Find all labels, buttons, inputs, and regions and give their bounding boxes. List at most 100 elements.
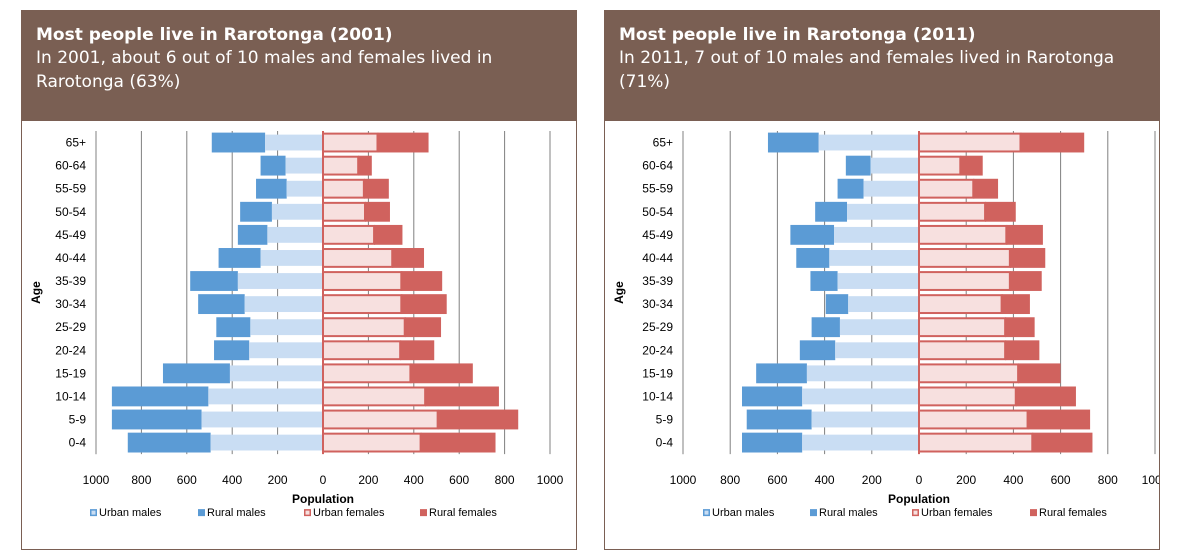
x-tick-label: 600 xyxy=(1051,473,1071,487)
x-tick-label: 400 xyxy=(404,473,424,487)
bar-urban-males xyxy=(260,250,323,266)
bar-urban-females xyxy=(920,180,973,197)
population-pyramid-2011: 0-4 5-9 10-14 15-19 20-24 25-29 30-34 35-39 40-4… xyxy=(612,131,1159,519)
y-axis-title: Age xyxy=(612,281,626,304)
y-tick-label: 0-4 xyxy=(69,436,87,450)
legend-item: Rural males xyxy=(810,507,878,519)
bar-rural-males xyxy=(111,409,202,430)
bar-rural-males xyxy=(796,248,830,268)
y-tick-label: 35-39 xyxy=(642,274,673,288)
bar-urban-females xyxy=(920,296,1001,313)
legend-swatch xyxy=(1030,509,1037,517)
bar-rural-males xyxy=(237,224,268,245)
bar-rural-males xyxy=(127,432,211,453)
x-tick-label: 1000 xyxy=(1142,473,1159,487)
y-tick-label: 50-54 xyxy=(55,205,86,219)
bar-rural-males xyxy=(845,155,871,176)
bar-urban-females xyxy=(324,365,410,382)
bar-urban-males xyxy=(244,296,323,313)
bar-rural-females xyxy=(1006,224,1043,245)
bar-urban-males xyxy=(237,273,323,289)
bar-urban-males xyxy=(848,296,919,313)
bar-urban-females xyxy=(920,157,960,174)
x-tick-label: 200 xyxy=(358,473,378,487)
legend-swatch-inner xyxy=(704,510,709,515)
bar-urban-males xyxy=(829,250,919,266)
bar-rural-males xyxy=(256,178,287,199)
x-tick-label: 400 xyxy=(1003,473,1023,487)
x-tick-label: 800 xyxy=(495,473,515,487)
bar-urban-females xyxy=(920,273,1009,289)
bar-urban-males xyxy=(863,180,919,197)
legend-item: Urban males xyxy=(90,507,162,519)
bar-rural-females xyxy=(358,155,372,176)
x-axis-title: Population xyxy=(292,492,354,506)
bar-rural-females xyxy=(392,248,425,268)
bar-rural-males xyxy=(756,363,807,384)
x-tick-label: 1000 xyxy=(83,473,110,487)
legend-swatch-inner xyxy=(305,510,310,515)
y-tick-label: 10-14 xyxy=(642,389,673,403)
bar-rural-males xyxy=(767,132,819,153)
legend-item: Urban males xyxy=(703,507,775,519)
bar-rural-females xyxy=(1032,432,1093,453)
bar-urban-males xyxy=(806,365,919,382)
bar-urban-males xyxy=(201,411,323,428)
legend-label: Rural females xyxy=(1039,507,1107,519)
bar-rural-males xyxy=(790,224,835,245)
bar-rural-males xyxy=(810,271,838,291)
y-tick-label: 40-44 xyxy=(55,251,86,265)
bar-urban-females xyxy=(324,388,425,405)
y-tick-label: 65+ xyxy=(66,136,86,150)
bar-urban-females xyxy=(324,134,377,151)
bar-urban-females xyxy=(920,411,1027,428)
bar-urban-males xyxy=(271,203,323,220)
bar-urban-females xyxy=(324,411,437,428)
x-tick-label: 600 xyxy=(177,473,197,487)
x-tick-label: 200 xyxy=(862,473,882,487)
y-tick-label: 55-59 xyxy=(55,182,86,196)
bar-rural-females xyxy=(1009,271,1042,291)
bar-urban-females xyxy=(324,180,363,197)
bar-urban-males xyxy=(811,411,919,428)
bar-urban-males xyxy=(208,388,323,405)
bar-rural-females xyxy=(1018,363,1061,384)
bar-rural-females xyxy=(401,271,443,291)
bar-urban-males xyxy=(229,365,323,382)
x-tick-label: 800 xyxy=(1098,473,1118,487)
y-tick-label: 5-9 xyxy=(69,413,87,427)
bar-rural-males xyxy=(214,340,250,361)
bar-rural-females xyxy=(377,132,429,153)
x-tick-label: 0 xyxy=(320,473,327,487)
bar-rural-females xyxy=(1001,294,1030,315)
bar-urban-females xyxy=(920,342,1005,359)
legend-label: Urban females xyxy=(313,507,385,519)
bar-urban-females xyxy=(324,342,400,359)
bar-rural-males xyxy=(815,201,848,222)
bar-rural-females xyxy=(404,317,442,338)
bar-urban-males xyxy=(285,157,323,174)
x-tick-label: 1000 xyxy=(537,473,564,487)
bar-urban-males xyxy=(265,134,323,151)
y-tick-label: 55-59 xyxy=(642,182,673,196)
bar-rural-females xyxy=(1005,317,1035,338)
y-tick-label: 45-49 xyxy=(55,228,86,242)
x-tick-label: 200 xyxy=(956,473,976,487)
bar-urban-females xyxy=(324,319,404,336)
y-tick-label: 15-19 xyxy=(55,366,86,380)
legend-swatch xyxy=(198,509,205,517)
bar-rural-females xyxy=(364,201,390,222)
panel-header: Most people live in Rarotonga (2011) In … xyxy=(605,11,1159,121)
bar-urban-females xyxy=(920,203,985,220)
bar-rural-females xyxy=(374,224,403,245)
bar-rural-males xyxy=(811,317,840,338)
y-axis-title: Age xyxy=(29,281,43,304)
bar-rural-males xyxy=(825,294,849,315)
y-tick-label: 35-39 xyxy=(55,274,86,288)
bar-urban-males xyxy=(802,434,919,451)
bar-urban-females xyxy=(920,134,1020,151)
legend-swatch-inner xyxy=(913,510,918,515)
y-tick-label: 50-54 xyxy=(642,205,673,219)
bar-rural-females xyxy=(425,386,499,407)
x-tick-label: 400 xyxy=(815,473,835,487)
